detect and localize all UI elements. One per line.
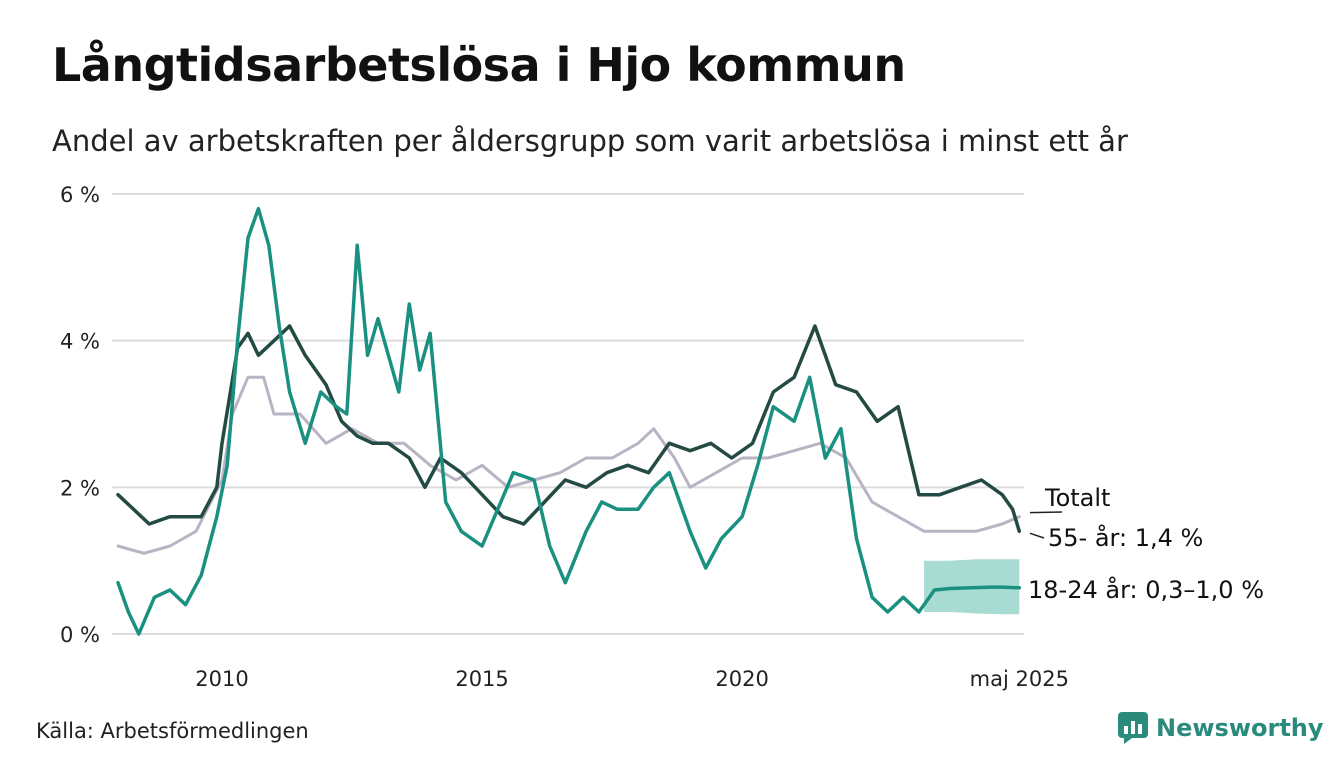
chart-subtitle: Andel av arbetskraften per åldersgrupp s… bbox=[52, 124, 1128, 158]
series-label-total: Totalt bbox=[1044, 484, 1110, 512]
series-line-age1824 bbox=[116, 206, 1022, 636]
leader-line-age55 bbox=[1029, 532, 1045, 539]
y-tick-label: 4 % bbox=[60, 330, 100, 354]
series-lines bbox=[116, 206, 1022, 636]
brand-name: Newsworthy bbox=[1156, 714, 1324, 742]
newsworthy-logo-icon bbox=[1118, 712, 1148, 744]
y-tick-label: 0 % bbox=[60, 623, 100, 647]
y-axis-ticks: 0 % 2 % 4 % 6 % bbox=[60, 183, 100, 647]
series-line-total bbox=[116, 375, 1021, 555]
x-tick-label: 2020 bbox=[715, 667, 768, 691]
brand-logo[interactable]: Newsworthy bbox=[1118, 712, 1324, 744]
x-tick-label: maj 2025 bbox=[970, 667, 1069, 691]
grid-lines bbox=[112, 193, 1024, 635]
chart-title: Långtidsarbetslösa i Hjo kommun bbox=[52, 38, 906, 92]
x-axis-ticks: 2010 2015 2020 maj 2025 bbox=[195, 667, 1069, 691]
y-tick-label: 6 % bbox=[60, 183, 100, 207]
x-tick-label: 2010 bbox=[195, 667, 248, 691]
series-label-age1824: 18-24 år: 0,3–1,0 % bbox=[1028, 575, 1264, 604]
series-label-age55: 55- år: 1,4 % bbox=[1048, 523, 1203, 552]
series-line-age55 bbox=[116, 324, 1022, 534]
source-note: Källa: Arbetsförmedlingen bbox=[36, 719, 309, 743]
x-tick-label: 2015 bbox=[455, 667, 508, 691]
leader-line-total bbox=[1029, 511, 1063, 514]
y-tick-label: 2 % bbox=[60, 476, 100, 500]
series-end-labels: Totalt 55- år: 1,4 % 18-24 år: 0,3–1,0 % bbox=[1028, 484, 1264, 604]
